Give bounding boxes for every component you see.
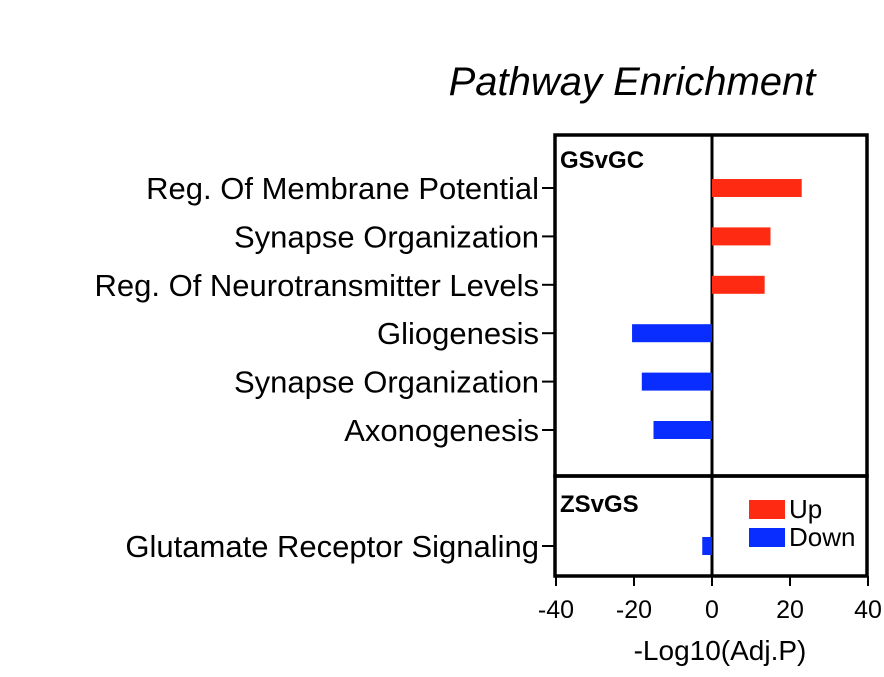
bar-0-0 <box>712 179 802 197</box>
legend-swatch-1 <box>749 528 785 547</box>
bar-0-2 <box>712 275 765 294</box>
bar-0-4 <box>641 372 712 391</box>
bar-1-0 <box>702 537 712 555</box>
bar-0-3 <box>632 324 712 343</box>
category-label-0-4: Synapse Organization <box>234 365 539 400</box>
legend-swatch-0 <box>749 500 785 519</box>
x-tick-label-4: 40 <box>854 596 882 624</box>
x-axis: -40 -20 0 20 40 <box>538 576 882 624</box>
category-label-1-0: Glutamate Receptor Signaling <box>125 529 539 564</box>
bars-layer <box>632 179 802 555</box>
category-labels: Reg. Of Membrane Potential Synapse Organi… <box>94 171 555 564</box>
legend-label-0: Up <box>789 494 822 524</box>
x-tick-label-0: -40 <box>538 596 574 624</box>
x-tick-label-2: 0 <box>705 596 719 624</box>
category-label-0-0: Reg. Of Membrane Potential <box>146 171 539 206</box>
x-tick-label-3: 20 <box>776 596 804 624</box>
legend-label-1: Down <box>789 522 855 552</box>
category-label-0-5: Axonogenesis <box>344 413 539 448</box>
x-tick-label-1: -20 <box>616 596 652 624</box>
chart-title: Pathway Enrichment <box>449 60 818 104</box>
panel-label-0: GSvGC <box>560 147 644 174</box>
category-label-0-1: Synapse Organization <box>234 219 539 254</box>
category-label-0-3: Gliogenesis <box>377 316 539 351</box>
bar-0-5 <box>653 421 712 439</box>
panel-label-1: ZSvGS <box>560 491 639 518</box>
x-axis-label: -Log10(Adj.P) <box>634 635 807 666</box>
bar-0-1 <box>712 227 771 246</box>
category-label-0-2: Reg. Of Neurotransmitter Levels <box>94 268 539 303</box>
